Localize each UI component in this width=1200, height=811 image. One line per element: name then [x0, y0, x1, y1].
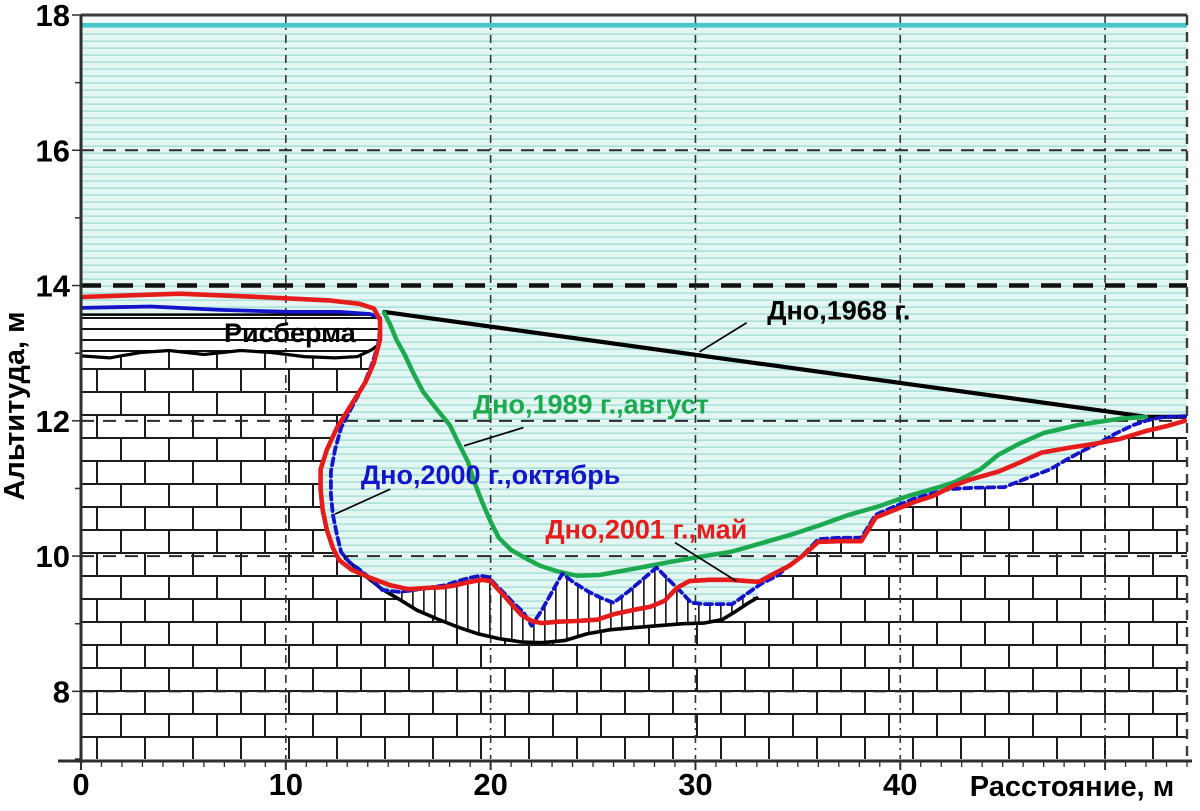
x-axis-title: Расстояние, м — [970, 771, 1174, 803]
axes: 0 10 20 30 40 8 10 12 14 16 18 — [36, 0, 1192, 802]
x-tick-label-20: 20 — [473, 767, 507, 802]
y-tick-label-18: 18 — [36, 0, 70, 33]
y-tick-label-14: 14 — [36, 269, 71, 304]
bed-profile-curves — [81, 291, 1187, 645]
bed-2001 — [81, 291, 1187, 626]
bed-bottom-1968 — [343, 556, 759, 645]
bed-2000-label: Дно,2000 г.,октябрь — [361, 460, 620, 490]
x-tick-label-30: 30 — [678, 767, 712, 802]
bed-1989 — [381, 310, 1149, 578]
leader-1989 — [463, 426, 524, 447]
bed-2000-seg1 — [328, 316, 1187, 628]
plot-area — [81, 15, 1187, 759]
y-tick-label-16: 16 — [36, 133, 70, 168]
riprap-region — [81, 314, 380, 358]
bed-1989-label: Дно,1989 г.,август — [473, 390, 709, 420]
x-tick-label-0: 0 — [72, 767, 89, 802]
bed-1968-label: Дно,1968 г. — [767, 296, 910, 326]
y-axis-title: Альтитуда, м — [0, 311, 31, 500]
y-tick-label-10: 10 — [36, 539, 70, 574]
leader-1968 — [699, 322, 748, 353]
bed-2001-label: Дно,2001 г.,май — [545, 515, 747, 545]
above-water-band — [81, 15, 1187, 24]
bedrock-region — [81, 343, 1187, 759]
bed-2000-seg0 — [81, 304, 382, 320]
riprap-label: Рисберма — [224, 318, 357, 348]
y-tick-label-12: 12 — [36, 404, 70, 439]
riprap-bottom-line — [81, 342, 381, 360]
leader-2000 — [334, 488, 391, 515]
gridlines — [81, 15, 1187, 759]
y-tick-label-8: 8 — [53, 674, 70, 709]
curve-annotations: Рисберма Дно,1968 г. Дно,1989 г.,август Дно… — [224, 296, 910, 582]
x-tick-label-10: 10 — [269, 767, 303, 802]
leader-2001 — [674, 541, 737, 582]
x-tick-label-40: 40 — [883, 767, 917, 802]
